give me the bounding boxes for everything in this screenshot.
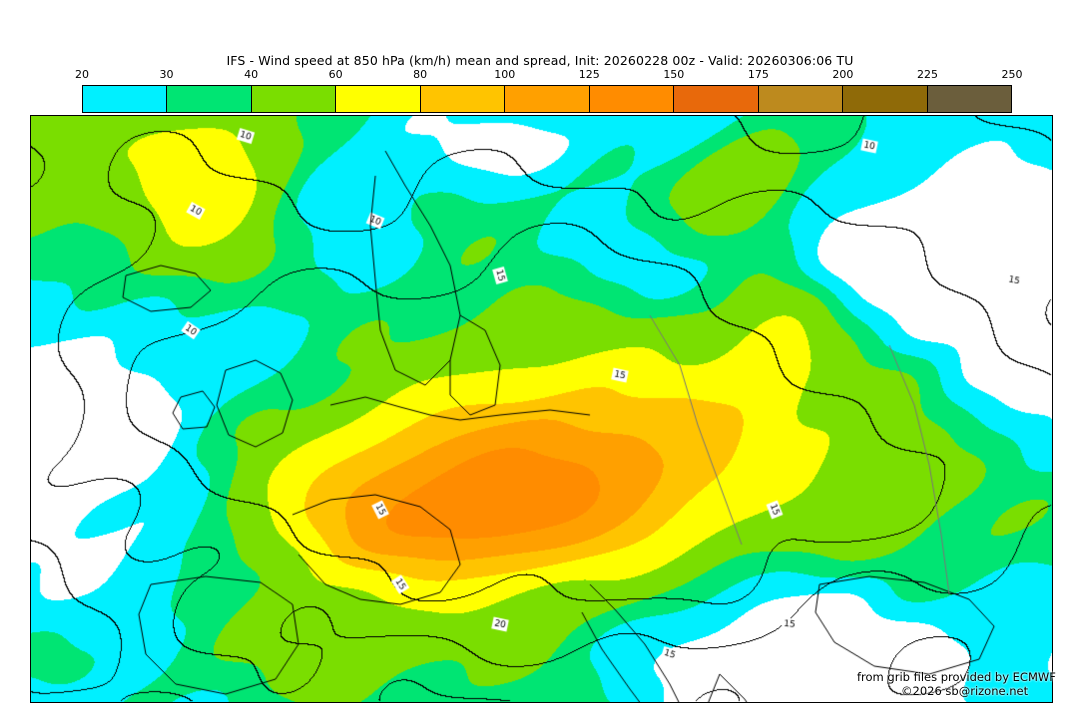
credit-copyright: ©2026 sb@rizone.net xyxy=(901,684,1029,698)
colorbar-segment-40-60 xyxy=(251,86,337,112)
colorbar-tick-175: 175 xyxy=(747,68,769,81)
colorbar-segment-150-175 xyxy=(674,86,759,112)
colorbar-segments xyxy=(82,85,1012,113)
colorbar-tick-200: 200 xyxy=(832,68,854,81)
colorbar-segment-20-30 xyxy=(83,86,168,112)
colorbar-tick-30: 30 xyxy=(159,68,174,81)
colorbar-tick-150: 150 xyxy=(663,68,685,81)
page-title: IFS - Wind speed at 850 hPa (km/h) mean … xyxy=(226,53,854,68)
credit-source: from grib files provided by ECMWF xyxy=(857,670,1056,684)
colorbar-tick-labels: 20 30 40 60 80 100 125 150 175 200 225 250 xyxy=(0,0,1080,81)
colorbar-tick-225: 225 xyxy=(916,68,938,81)
colorbar-tick-80: 80 xyxy=(413,68,428,81)
colorbar-tick-100: 100 xyxy=(494,68,516,81)
colorbar-segment-175-200 xyxy=(758,86,844,112)
colorbar-segment-225-250 xyxy=(927,86,1011,112)
colorbar-tick-250: 250 xyxy=(1001,68,1023,81)
colorbar-tick-40: 40 xyxy=(244,68,259,81)
colorbar-tick-125: 125 xyxy=(578,68,600,81)
map-panel[interactable] xyxy=(30,115,1053,703)
colorbar-segment-30-40 xyxy=(167,86,252,112)
colorbar-segment-80-100 xyxy=(420,86,506,112)
colorbar-segment-100-125 xyxy=(505,86,590,112)
colorbar-segment-200-225 xyxy=(843,86,928,112)
colorbar-tick-60: 60 xyxy=(328,68,343,81)
colorbar[interactable] xyxy=(82,85,1012,113)
colorbar-segment-125-150 xyxy=(589,86,675,112)
weather-map-canvas[interactable] xyxy=(31,116,1052,702)
colorbar-segment-60-80 xyxy=(336,86,421,112)
colorbar-tick-20: 20 xyxy=(75,68,89,81)
